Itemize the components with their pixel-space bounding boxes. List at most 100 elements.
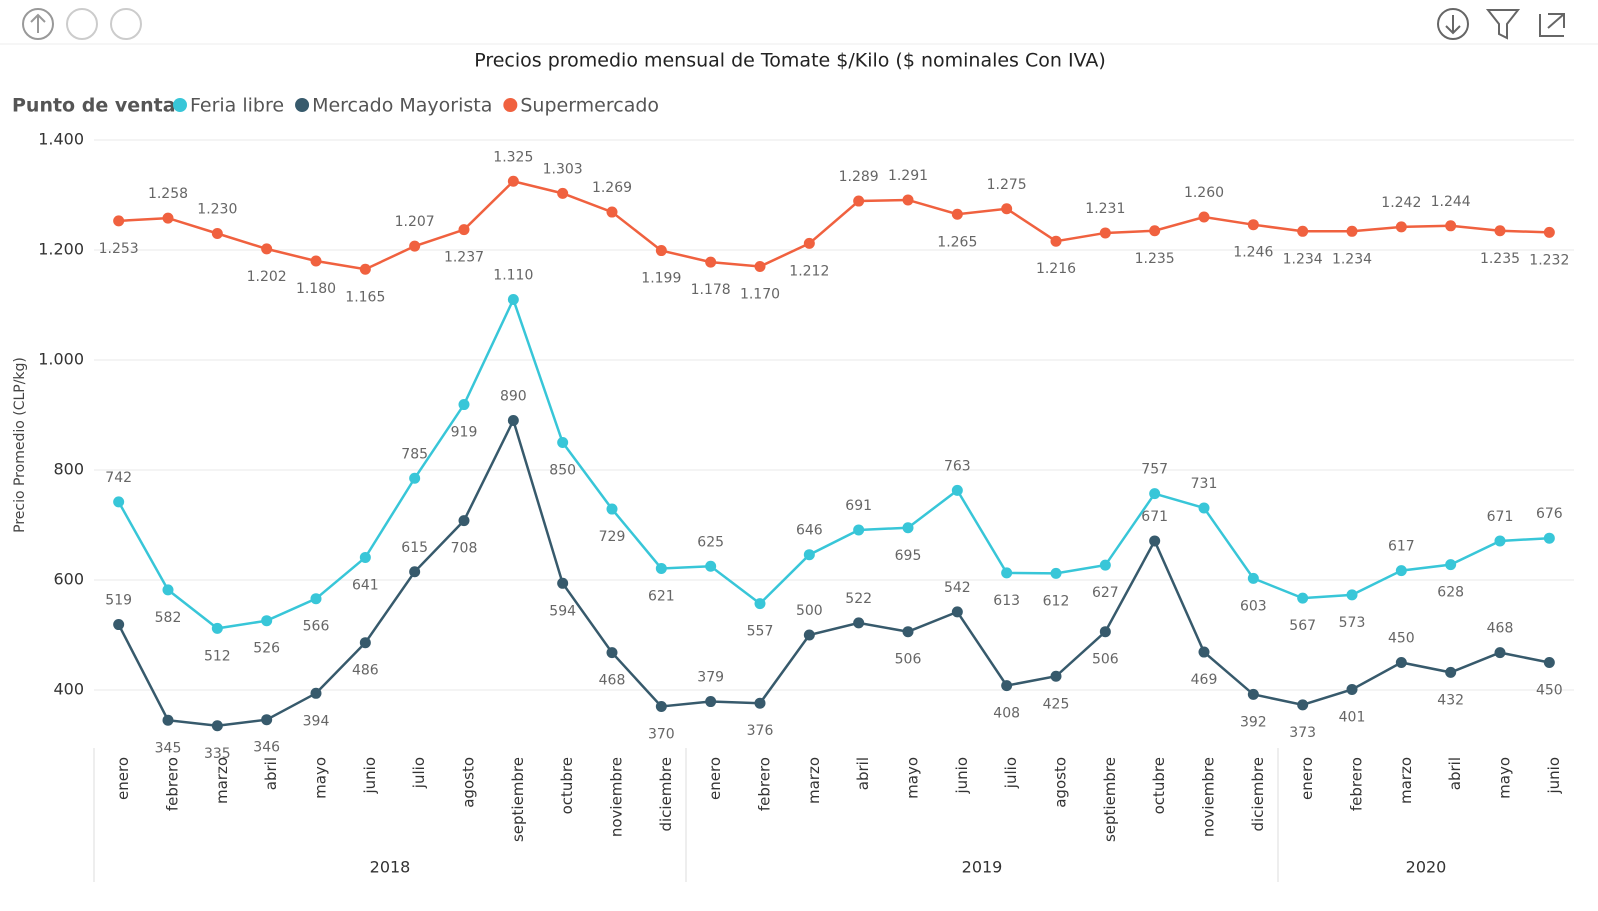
data-point	[951, 484, 963, 496]
data-label: 1.165	[345, 289, 385, 305]
data-label: 919	[451, 425, 478, 441]
data-point	[507, 415, 519, 426]
data-point	[1149, 488, 1161, 500]
data-label: 346	[253, 740, 280, 756]
data-point	[705, 256, 717, 268]
data-label: 757	[1141, 462, 1168, 478]
data-label: 1.325	[493, 149, 533, 165]
data-point	[162, 212, 174, 224]
data-point	[1198, 211, 1210, 223]
data-label: 742	[105, 470, 132, 486]
y-tick-label: 400	[53, 680, 84, 699]
x-tick-label: noviembre	[1200, 757, 1218, 837]
data-label: 1.275	[987, 177, 1027, 193]
data-label: 708	[451, 541, 478, 557]
legend-label: Feria libre	[190, 95, 284, 117]
data-point	[1297, 225, 1309, 237]
data-point	[1494, 225, 1506, 237]
data-label: 1.258	[148, 186, 188, 202]
x-tick-label: enero	[114, 757, 132, 800]
data-point	[1395, 565, 1407, 577]
data-point	[1346, 589, 1358, 601]
data-label: 1.234	[1283, 251, 1323, 267]
legend-marker	[295, 98, 310, 112]
data-label: 1.232	[1529, 252, 1569, 268]
x-tick-label: marzo	[1397, 757, 1415, 804]
drill-down-icon[interactable]	[66, 8, 98, 40]
data-label: 500	[796, 603, 823, 619]
series-line	[118, 179, 1550, 271]
data-point	[507, 294, 519, 305]
x-tick-label: enero	[1298, 757, 1316, 800]
focus-icon[interactable]	[1539, 13, 1565, 37]
data-point	[655, 562, 667, 574]
x-group-label: 2018	[370, 858, 411, 877]
data-label: 468	[1487, 621, 1514, 637]
x-tick-label: septiembre	[1101, 757, 1119, 842]
data-label: 603	[1240, 598, 1267, 614]
data-point	[310, 687, 322, 699]
data-point	[1247, 219, 1259, 231]
data-label: 526	[253, 641, 280, 657]
data-label: 1.199	[641, 271, 681, 287]
data-label: 731	[1191, 476, 1218, 492]
x-tick-label: febrero	[164, 757, 182, 811]
data-point	[1395, 221, 1407, 233]
data-point	[1543, 657, 1555, 668]
data-label: 646	[796, 523, 823, 539]
x-tick-label: marzo	[805, 757, 823, 804]
x-tick-label: mayo	[904, 757, 922, 799]
data-label: 1.231	[1085, 201, 1125, 217]
data-point	[1099, 626, 1111, 638]
y-tick-label: 800	[53, 460, 84, 479]
data-point	[606, 206, 618, 218]
data-label: 671	[1487, 509, 1514, 525]
data-point	[1445, 559, 1457, 571]
data-label: 401	[1339, 709, 1366, 725]
data-point	[1001, 203, 1013, 215]
filter-icon[interactable]	[1485, 9, 1521, 40]
data-point	[261, 243, 273, 255]
data-label: 1.170	[740, 287, 780, 303]
data-point	[1346, 683, 1358, 695]
data-label: 506	[1092, 652, 1119, 668]
expand-icon[interactable]	[110, 8, 142, 40]
data-label: 370	[648, 727, 675, 743]
data-label: 582	[155, 610, 182, 626]
x-tick-label: junio	[361, 757, 379, 795]
data-label: 573	[1339, 615, 1366, 631]
data-label: 1.110	[493, 268, 533, 284]
data-point	[1346, 225, 1358, 237]
data-point	[162, 714, 174, 726]
data-point	[211, 228, 223, 239]
data-label: 566	[303, 619, 330, 635]
data-point	[261, 714, 273, 726]
data-point	[557, 437, 569, 448]
data-label: 613	[993, 593, 1020, 609]
data-label: 695	[895, 548, 922, 564]
legend-marker	[503, 98, 518, 112]
x-tick-label: mayo	[312, 757, 330, 799]
data-label: 1.237	[444, 250, 484, 266]
data-label: 1.207	[395, 214, 435, 230]
data-point	[310, 255, 322, 267]
x-tick-label: junio	[953, 757, 971, 795]
data-point	[902, 194, 914, 206]
data-point	[409, 472, 421, 484]
data-point	[803, 237, 815, 249]
x-tick-label: abril	[854, 757, 872, 790]
data-point	[951, 606, 963, 618]
download-icon[interactable]	[1437, 8, 1469, 40]
data-label: 671	[1141, 509, 1168, 525]
y-axis-label: Precio Promedio (CLP/kg)	[12, 357, 28, 533]
data-point	[1247, 688, 1259, 700]
data-label: 450	[1536, 683, 1563, 699]
drill-up-icon[interactable]	[22, 8, 54, 40]
x-group-label: 2020	[1406, 858, 1447, 877]
data-point	[1099, 227, 1111, 239]
data-label: 394	[303, 713, 330, 729]
data-point	[1297, 592, 1309, 604]
y-tick-label: 1.400	[38, 130, 84, 149]
data-point	[1050, 567, 1062, 579]
data-point	[1149, 225, 1161, 237]
